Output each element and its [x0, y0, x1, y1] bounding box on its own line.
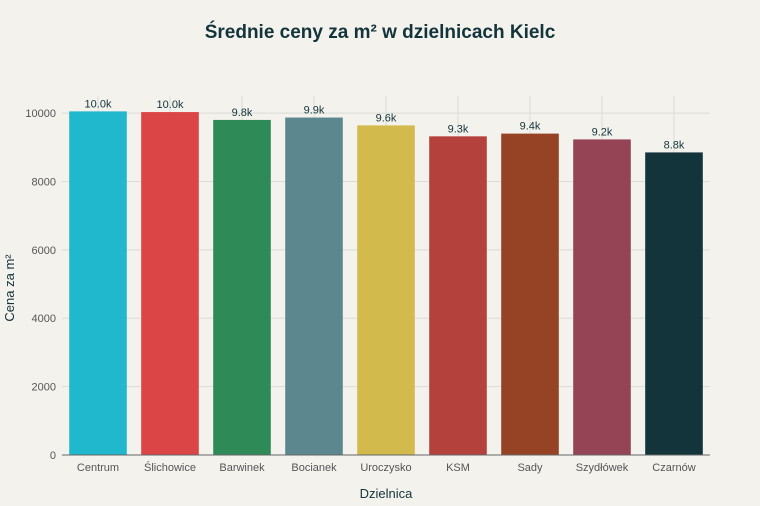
y-tick-label: 6000: [32, 245, 56, 257]
data-label: 10.0k: [85, 98, 112, 110]
data-label: 9.8k: [232, 107, 253, 119]
y-tick-label: 0: [50, 450, 56, 462]
data-label: 9.4k: [520, 121, 541, 133]
data-label: 10.0k: [157, 99, 184, 111]
data-label: 9.9k: [304, 105, 325, 117]
x-tick-label: Bocianek: [291, 462, 337, 474]
x-tick-label: Centrum: [77, 462, 119, 474]
bar-1: [141, 112, 199, 456]
bar-0: [69, 111, 127, 455]
x-tick-label: Czarnów: [652, 462, 695, 474]
x-tick-label: Uroczysko: [360, 462, 411, 474]
y-tick-label: 8000: [32, 176, 56, 188]
x-axis-ticks: Centrum Ślichowice Barwinek Bocianek Uroczys…: [77, 461, 696, 474]
y-tick-label: 2000: [32, 382, 56, 394]
x-tick-label: Szydłówek: [576, 462, 629, 474]
data-label: 8.8k: [664, 139, 685, 151]
data-label: 9.6k: [376, 112, 397, 124]
bar-7: [573, 139, 631, 455]
x-tick-label: Barwinek: [219, 462, 265, 474]
x-tick-label: Sady: [517, 462, 543, 474]
y-axis-title: Cena za m²: [2, 254, 17, 322]
bar-2: [213, 119, 271, 455]
bar-4: [357, 125, 415, 455]
x-tick-label: KSM: [446, 462, 470, 474]
bar-6: [501, 133, 559, 455]
y-tick-label: 4000: [32, 313, 56, 325]
x-axis-title: Dzielnica: [360, 486, 414, 501]
y-tick-label: 10000: [25, 108, 56, 120]
data-labels: 10.0k 10.0k 9.8k 9.9k 9.6k 9.3k 9.4k 9.2k 8.8k: [85, 98, 685, 151]
chart-title: Średnie ceny za m² w dzielnicach Kielc: [205, 21, 556, 43]
bar-8: [645, 152, 703, 455]
data-label: 9.3k: [448, 123, 469, 135]
x-tick-label: Ślichowice: [144, 461, 196, 474]
bar-3: [285, 117, 343, 455]
bar-5: [429, 136, 487, 455]
data-label: 9.2k: [592, 126, 613, 138]
y-axis-ticks: 0 2000 4000 6000 8000 10000: [25, 108, 56, 462]
bars: [69, 111, 703, 456]
